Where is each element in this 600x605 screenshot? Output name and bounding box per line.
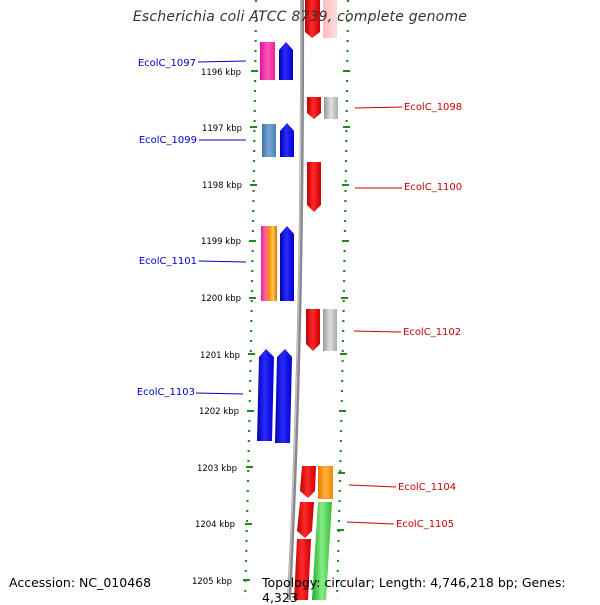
label-leader-line [195,392,244,395]
gene-feature-forward[interactable] [275,349,292,443]
gene-label-ecolc-1097[interactable]: EcolC_1097 [138,58,196,69]
tick-label: 1197 kbp [202,124,242,134]
gene-feature-reverse[interactable] [307,97,321,119]
gene-feature-reverse[interactable] [307,162,321,212]
scale-dotted-line-right [335,0,350,600]
gene-feature-reverse[interactable] [297,502,314,538]
scale-dotted-line-left [243,0,258,600]
gene-feature-steelblue[interactable] [262,124,276,157]
genome-title: Escherichia coli ATCC 8739, complete gen… [132,9,468,25]
gene-label-ecolc-1103[interactable]: EcolC_1103 [137,387,195,398]
scale-track [243,0,350,600]
label-leader-line [354,106,403,109]
gene-feature-multicolor[interactable] [261,226,277,301]
genome-backbone-highlight [287,0,302,600]
tick-label: 1196 kbp [201,68,241,78]
reverse-gene-labels: EcolC_1098 EcolC_1100 EcolC_1102 EcolC_1… [346,102,462,530]
gene-feature-reverse[interactable] [294,539,311,600]
gene-feature-forward[interactable] [279,42,293,80]
gene-feature-reverse[interactable] [306,309,320,351]
gene-label-ecolc-1100[interactable]: EcolC_1100 [404,182,462,193]
gene-feature-forward[interactable] [280,123,294,157]
tick-label: 1198 kbp [202,181,242,191]
gene-feature-reverse[interactable] [300,466,316,498]
gene-label-ecolc-1098[interactable]: EcolC_1098 [404,102,462,113]
gene-feature-pink[interactable] [260,42,275,80]
label-leader-line [348,484,397,488]
label-leader-line [198,260,247,263]
label-leader-line [197,60,247,63]
gene-feature-gray[interactable] [323,309,337,351]
tick-label: 1200 kbp [201,294,241,304]
gene-feature-reverse[interactable] [305,0,320,38]
accession-text: Accession: NC_010468 [9,575,152,590]
label-leader-line [346,521,395,525]
topology-text: Topology: circular; Length: 4,746,218 bp… [262,575,566,605]
gene-label-ecolc-1101[interactable]: EcolC_1101 [139,256,197,267]
label-leader-line [353,330,402,333]
gene-feature-orange[interactable] [318,466,333,499]
gene-feature-forward[interactable] [257,349,274,441]
genome-backbone [287,0,305,600]
scale-labels: 1196 kbp 1197 kbp 1198 kbp 1199 kbp 1200… [192,68,242,587]
gene-label-ecolc-1105[interactable]: EcolC_1105 [396,519,454,530]
forward-gene-labels: EcolC_1097 EcolC_1099 EcolC_1101 EcolC_1… [137,58,247,398]
tick-label: 1201 kbp [200,351,240,361]
gene-label-ecolc-1102[interactable]: EcolC_1102 [403,327,461,338]
tick-label: 1205 kbp [192,577,232,587]
gene-label-ecolc-1104[interactable]: EcolC_1104 [398,482,456,493]
tick-label: 1202 kbp [199,407,239,417]
gene-label-ecolc-1099[interactable]: EcolC_1099 [139,135,197,146]
gene-feature-gray[interactable] [324,97,338,119]
gene-feature-faded[interactable] [323,0,337,38]
tick-label: 1203 kbp [197,464,237,474]
tick-label: 1204 kbp [195,520,235,530]
gene-feature-green[interactable] [312,502,332,600]
tick-label: 1199 kbp [201,237,241,247]
gene-feature-forward[interactable] [280,226,294,301]
